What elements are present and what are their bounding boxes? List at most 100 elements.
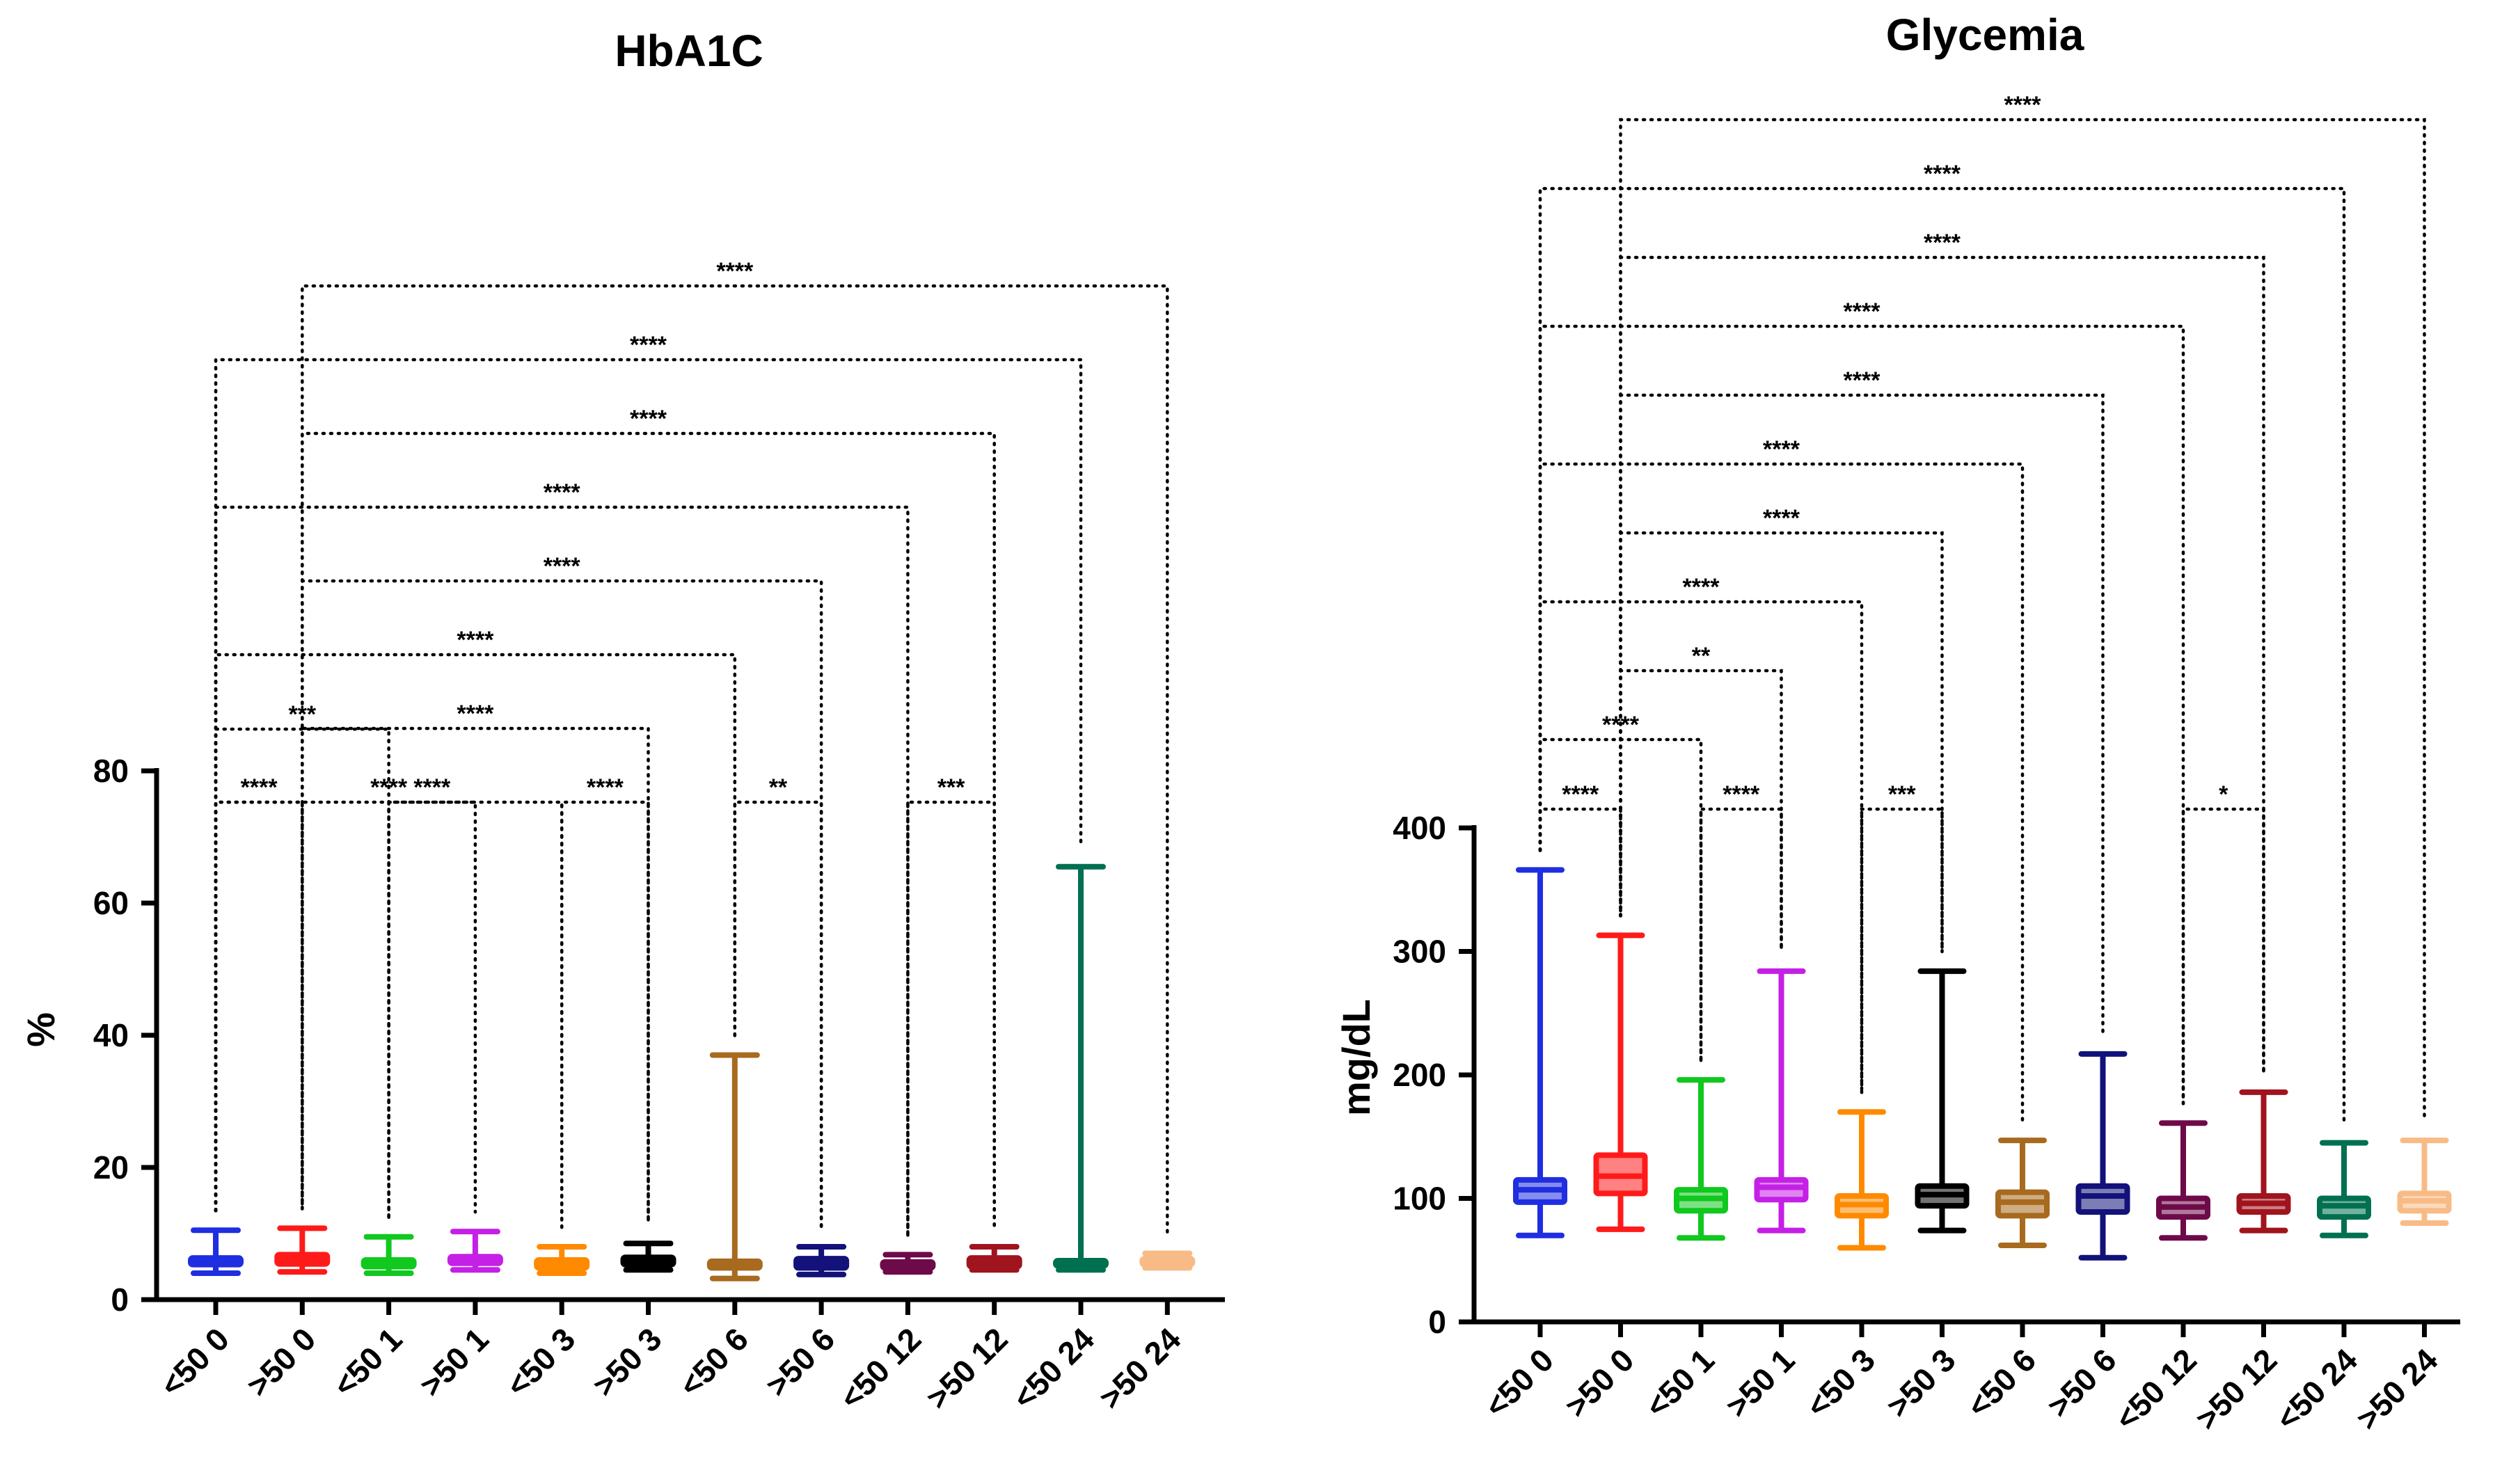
bracket-line (1538, 186, 2346, 1125)
bracket-line (214, 800, 564, 1229)
x-tick-label: <50 0 (153, 1321, 236, 1403)
significance-label: **** (413, 774, 451, 801)
y-tick-label: 40 (93, 1017, 129, 1053)
box-plot-gt50-6 (793, 1244, 850, 1277)
bracket-line (1619, 531, 1944, 954)
y-axis-label: % (19, 1012, 63, 1047)
box-plot-gt50-12 (966, 1244, 1022, 1273)
significance-bracket: **** (560, 774, 650, 1229)
box-plot-lt50-12 (2156, 1120, 2210, 1241)
box-plot-gt50-1 (447, 1229, 503, 1273)
box-plot-lt50-0 (1513, 867, 1567, 1238)
box-plot-lt50-24 (2317, 1140, 2371, 1238)
x-tick-label: >50 3 (585, 1321, 668, 1403)
x-tick-label: >50 1 (1718, 1341, 1801, 1424)
x-tick-label: <50 3 (499, 1321, 582, 1403)
x-tick-label: <50 12 (2108, 1341, 2203, 1437)
significance-bracket: **** (1538, 781, 1622, 918)
box-plot-lt50-6 (1995, 1138, 2050, 1248)
bracket-line (214, 358, 1083, 1213)
bracket-line (1619, 118, 2426, 1123)
significance-bracket: * (2181, 781, 2265, 1106)
significance-label: **** (544, 553, 581, 580)
chart-title: HbA1C (615, 26, 763, 76)
significance-label: **** (630, 332, 667, 358)
significance-label: ** (1692, 643, 1711, 669)
significance-bracket: *** (214, 701, 390, 1219)
box-plot-lt50-12 (880, 1252, 936, 1275)
bracket-line (560, 800, 650, 1229)
significance-label: **** (587, 774, 624, 801)
y-tick-label: 400 (1393, 810, 1446, 846)
significance-bracket: ** (733, 774, 823, 1229)
box-plot-gt50-12 (2236, 1089, 2291, 1234)
box-plot-gt50-6 (2075, 1051, 2130, 1261)
significance-label: **** (241, 774, 278, 801)
y-tick-label: 100 (1393, 1181, 1446, 1217)
box-plot-lt50-6 (706, 1052, 763, 1282)
x-tick-label: <50 6 (672, 1321, 755, 1403)
box-plot-lt50-24 (1053, 863, 1109, 1273)
box-plot-gt50-24 (2397, 1138, 2452, 1226)
box-plot-lt50-3 (1835, 1109, 1889, 1251)
significance-label: **** (1844, 298, 1881, 325)
x-tick-label: <50 12 (832, 1321, 928, 1416)
x-tick-label: >50 3 (1879, 1341, 1962, 1424)
significance-bracket: **** (1538, 161, 2346, 1125)
box-plot-gt50-0 (1593, 932, 1648, 1232)
x-tick-label: <50 6 (1960, 1341, 2043, 1424)
box-plot-lt50-1 (361, 1234, 417, 1276)
x-tick-label: >50 12 (2188, 1341, 2283, 1437)
y-tick-label: 20 (93, 1149, 129, 1186)
bracket-line (301, 284, 1169, 1236)
significance-label: *** (288, 701, 316, 728)
significance-label: **** (457, 701, 494, 727)
significance-label: **** (370, 774, 408, 801)
bracket-line (733, 800, 823, 1229)
box-plot-lt50-1 (1674, 1077, 1728, 1241)
significance-bracket: **** (214, 332, 1083, 1213)
significance-label: **** (630, 406, 667, 432)
significance-label: *** (1888, 781, 1916, 808)
y-tick-label: 0 (1428, 1304, 1446, 1340)
bracket-line (214, 727, 390, 1219)
significance-label: * (2219, 781, 2228, 808)
significance-label: ** (769, 774, 788, 801)
box-plots (1513, 867, 2452, 1261)
bracket-line (1538, 807, 1622, 918)
significance-label: **** (1683, 574, 1720, 600)
bracket-line (2181, 807, 2265, 1106)
significance-label: **** (2004, 92, 2042, 118)
box-plot-gt50-3 (1915, 968, 1970, 1234)
box-iqr (2075, 1183, 2130, 1215)
significance-label: **** (1924, 161, 1961, 187)
significance-label: **** (716, 258, 754, 285)
significance-label: **** (1562, 781, 1599, 808)
y-tick-label: 60 (93, 885, 129, 921)
y-tick-label: 200 (1393, 1057, 1446, 1093)
significance-label: **** (544, 479, 581, 506)
x-tick-label: <50 1 (1638, 1341, 1721, 1424)
x-tick-label: >50 0 (239, 1321, 322, 1403)
significance-bracket: **** (1699, 781, 1783, 1062)
significance-brackets: ****************************************… (1538, 92, 2426, 1125)
x-tick-label: >50 12 (919, 1321, 1015, 1416)
significance-label: **** (1924, 230, 1961, 256)
bracket-line (1860, 807, 1944, 1094)
y-tick-label: 80 (93, 753, 129, 789)
bracket-line (906, 800, 996, 1237)
box-plot-gt50-0 (274, 1225, 331, 1275)
significance-bracket: **** (387, 774, 477, 1219)
x-tick-label: <50 0 (1478, 1341, 1560, 1424)
significance-bracket: **** (301, 258, 1169, 1236)
significance-label: **** (1723, 781, 1760, 808)
x-tick-label: >50 0 (1558, 1341, 1640, 1424)
box-plot-lt50-3 (534, 1244, 590, 1276)
box-plots (188, 863, 1196, 1282)
significance-bracket: **** (214, 774, 564, 1229)
